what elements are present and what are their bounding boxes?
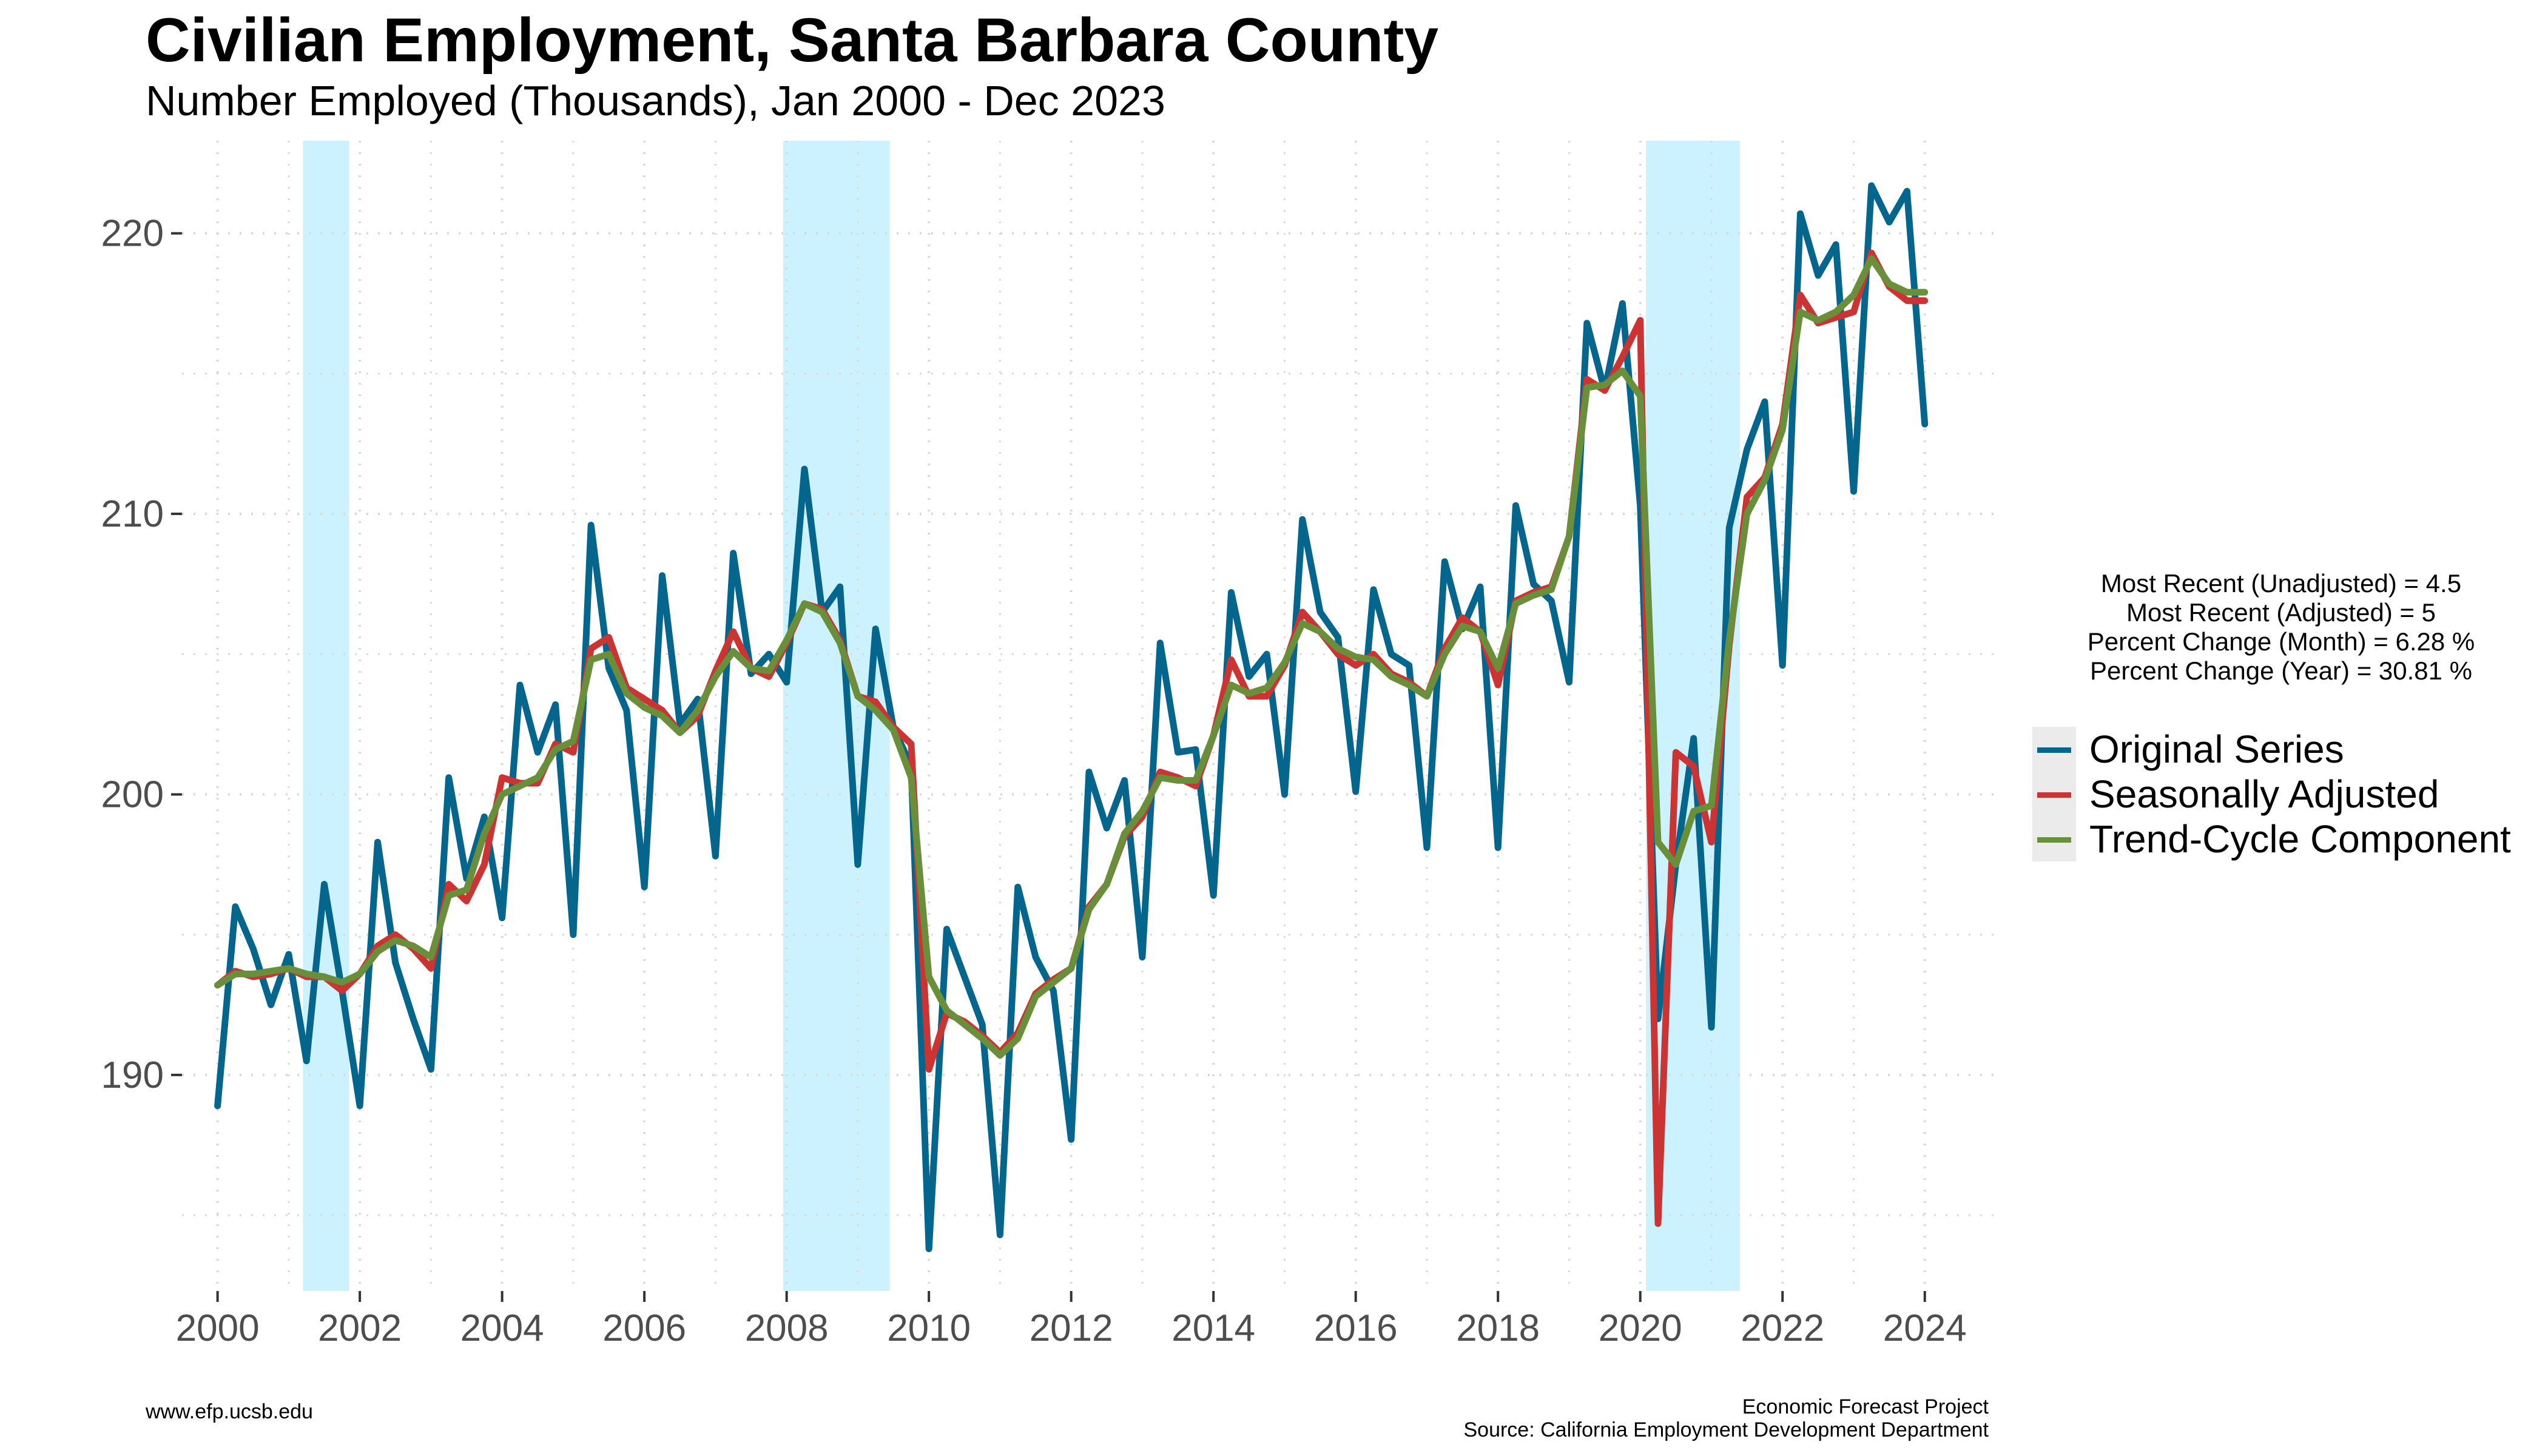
xtick-label-2016: 2016 xyxy=(1314,1307,1398,1349)
stat-percent-change-month: Percent Change (Month) = 6.28 % xyxy=(2087,627,2475,656)
xtick-label-2024: 2024 xyxy=(1883,1307,1967,1349)
series-line-original-series xyxy=(214,182,1929,1253)
legend-item-trend: Trend-Cycle Component xyxy=(2032,817,2511,861)
axes: 190 200 210 220 2000 2002 2004 2006 2008 2010 2012… xyxy=(101,213,1967,1349)
series-lines xyxy=(214,182,1929,1253)
footer-website: www.efp.ucsb.edu xyxy=(146,1400,313,1423)
stat-recent-unadjusted: Most Recent (Unadjusted) = 4.5 xyxy=(2100,569,2462,598)
recession-band-1 xyxy=(303,141,349,1291)
legend-item-seasonal: Seasonally Adjusted xyxy=(2032,772,2511,817)
legend-key-original xyxy=(2032,727,2076,772)
recession-band-2 xyxy=(783,141,890,1291)
legend-label-trend: Trend-Cycle Component xyxy=(2089,817,2511,861)
ytick-label-190: 190 xyxy=(101,1054,164,1096)
legend-key-trend xyxy=(2032,817,2076,861)
xtick-label-2010: 2010 xyxy=(887,1307,971,1349)
stat-percent-change-year: Percent Change (Year) = 30.81 % xyxy=(2089,656,2473,685)
xtick-label-2018: 2018 xyxy=(1456,1307,1540,1349)
xtick-label-2022: 2022 xyxy=(1741,1307,1824,1349)
xtick-label-2012: 2012 xyxy=(1030,1307,1113,1349)
xtick-label-2006: 2006 xyxy=(602,1307,686,1349)
legend-label-seasonal: Seasonally Adjusted xyxy=(2089,772,2439,816)
legend: Original Series Seasonally Adjusted Tren… xyxy=(2032,727,2511,861)
summary-stats: Most Recent (Unadjusted) = 4.5 Most Rece… xyxy=(2014,569,2548,686)
footer-data-source: Source: California Employment Developmen… xyxy=(1463,1418,1989,1441)
ytick-label-200: 200 xyxy=(101,774,164,815)
legend-item-original: Original Series xyxy=(2032,727,2511,772)
footer-source: Economic Forecast Project Source: Califo… xyxy=(1463,1395,1989,1441)
series-line-trend-cycle xyxy=(214,255,1929,1059)
xtick-label-2002: 2002 xyxy=(318,1307,402,1349)
xtick-label-2000: 2000 xyxy=(176,1307,260,1349)
xtick-label-2008: 2008 xyxy=(745,1307,829,1349)
stat-recent-adjusted: Most Recent (Adjusted) = 5 xyxy=(2126,598,2436,627)
chart-title: Civilian Employment, Santa Barbara Count… xyxy=(146,5,1439,75)
ytick-label-220: 220 xyxy=(101,213,164,255)
grid-lines xyxy=(182,141,1996,1291)
legend-key-seasonal xyxy=(2032,772,2076,817)
xtick-label-2004: 2004 xyxy=(460,1307,544,1349)
footer-publisher: Economic Forecast Project xyxy=(1742,1395,1989,1418)
chart-subtitle: Number Employed (Thousands), Jan 2000 - … xyxy=(146,77,1165,124)
ytick-label-210: 210 xyxy=(101,493,164,535)
xtick-label-2014: 2014 xyxy=(1171,1307,1255,1349)
legend-label-original: Original Series xyxy=(2089,727,2344,771)
xtick-label-2020: 2020 xyxy=(1599,1307,1682,1349)
